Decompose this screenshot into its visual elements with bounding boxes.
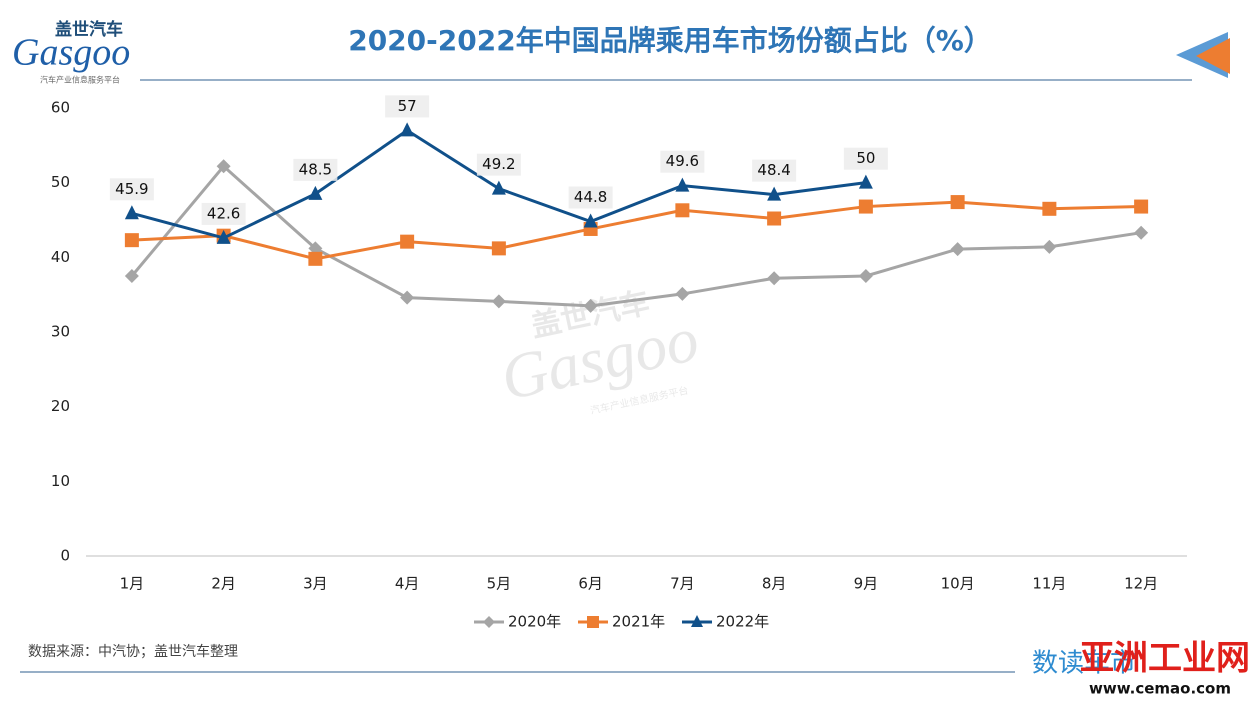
marker (400, 290, 415, 305)
marker (675, 177, 690, 192)
source-note: 数据来源：中汽协；盖世汽车整理 (28, 643, 238, 660)
deco-arrow-orange (1196, 38, 1230, 74)
data-label: 44.8 (574, 188, 607, 206)
data-label: 49.6 (666, 152, 699, 170)
data-label: 48.4 (757, 161, 790, 179)
logo-cn: 盖世汽车 (55, 19, 123, 40)
footer-brand2: 亚洲工业网 (1080, 639, 1250, 679)
marker (950, 195, 965, 210)
marker (124, 269, 139, 283)
marker (583, 213, 598, 228)
x-tick-label: 11月 (1032, 575, 1066, 593)
marker (675, 203, 690, 218)
data-label: 50 (856, 149, 875, 167)
y-tick-label: 50 (51, 173, 70, 191)
data-label: 48.5 (299, 160, 332, 178)
y-tick-label: 30 (51, 323, 70, 341)
marker (1042, 201, 1057, 216)
x-tick-label: 2月 (211, 575, 236, 593)
legend-label: 2021年 (612, 613, 665, 631)
marker (1134, 225, 1149, 240)
watermark: 盖世汽车 Gasgoo 汽车产业信息服务平台 (495, 285, 705, 417)
marker (1134, 199, 1149, 214)
marker (400, 122, 415, 137)
y-tick-label: 10 (51, 472, 70, 490)
y-tick-label: 20 (51, 397, 70, 415)
marker (858, 199, 873, 214)
logo-slogan: 汽车产业信息服务平台 (40, 75, 120, 85)
marker (124, 233, 139, 248)
chart-title: 2020-2022年中国品牌乘用车市场份额占比（%） (348, 24, 992, 57)
x-tick-label: 6月 (578, 575, 603, 593)
data-label: 57 (398, 97, 417, 115)
marker (308, 185, 323, 200)
legend-label: 2020年 (508, 613, 561, 631)
marker (216, 159, 231, 174)
data-label-bg (752, 159, 797, 182)
data-label-bg (660, 150, 705, 173)
marker (1042, 239, 1057, 254)
data-label-bg (568, 186, 613, 209)
marker (767, 271, 782, 286)
logo-en: Gasgoo (12, 32, 130, 74)
marker (491, 241, 506, 256)
marker (400, 234, 415, 249)
marker (675, 286, 690, 301)
legend-marker (587, 616, 599, 628)
legend-marker (691, 615, 703, 627)
x-tick-label: 3月 (303, 575, 328, 593)
series-line (131, 200, 1142, 261)
data-label-bg (293, 158, 338, 181)
marker (858, 269, 873, 283)
marker (491, 180, 506, 195)
x-tick-label: 7月 (670, 575, 695, 593)
x-tick-label: 8月 (762, 575, 787, 593)
footer-brand1: 数读车市 (1032, 649, 1136, 679)
legend-marker (483, 616, 495, 628)
data-label: 45.9 (115, 180, 148, 198)
marker (308, 251, 323, 266)
data-label-bg (843, 147, 888, 170)
data-label: 49.2 (482, 155, 515, 173)
marker (124, 205, 139, 220)
data-label-bg (476, 153, 521, 176)
data-label: 42.6 (207, 204, 240, 222)
data-label-bg (201, 202, 246, 225)
marker (950, 242, 965, 257)
x-tick-label: 10月 (941, 575, 975, 593)
x-tick-label: 1月 (120, 575, 145, 593)
marker (491, 294, 506, 309)
marker (858, 174, 873, 189)
marker (767, 186, 782, 201)
y-tick-label: 60 (51, 99, 70, 117)
x-tick-label: 5月 (487, 575, 512, 593)
legend-label: 2022年 (716, 613, 769, 631)
data-label-bg (385, 95, 430, 118)
marker (583, 298, 598, 313)
marker (216, 229, 231, 244)
data-label-bg (109, 178, 154, 201)
x-tick-label: 9月 (854, 575, 879, 593)
marker (767, 211, 782, 226)
footer-site: www.cemao.com (1089, 680, 1231, 698)
y-tick-label: 40 (51, 248, 70, 266)
x-tick-label: 12月 (1124, 575, 1158, 593)
x-tick-label: 4月 (395, 575, 420, 593)
series-line (130, 164, 1142, 308)
y-tick-label: 0 (60, 547, 70, 565)
